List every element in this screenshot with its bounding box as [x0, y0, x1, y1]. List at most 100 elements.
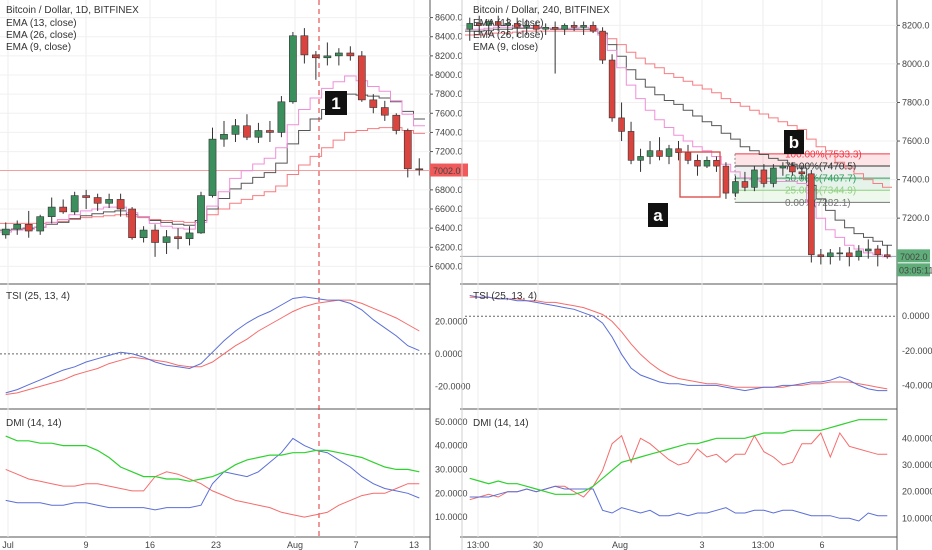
candle-body: [675, 148, 682, 153]
legend-entry: EMA (26, close): [473, 30, 544, 41]
candle-body: [243, 125, 251, 138]
candle-body: [855, 250, 863, 258]
candle-body: [466, 23, 473, 30]
candle-body: [570, 25, 578, 28]
candle-body: [808, 173, 815, 256]
dmi-tick-label: 50.0000: [435, 417, 468, 427]
candle-body: [346, 52, 355, 57]
candle-body: [599, 30, 606, 61]
ema9-series: [465, 26, 892, 258]
fib-level-label: 75.00%(7470.5): [785, 162, 856, 173]
price-tick-label: 8600.0: [435, 13, 463, 23]
candle-body: [865, 248, 872, 252]
price-tick-label: 8200.0: [435, 51, 463, 61]
time-tick-label: 23: [211, 540, 221, 550]
dmi-tick-label: 30.0000: [435, 464, 468, 474]
candle-body: [532, 25, 540, 30]
dmi-tick-label: 40.0000: [435, 441, 468, 451]
fib-zone: [735, 153, 890, 167]
dmi-plus-series: [469, 485, 888, 522]
candle-body: [836, 252, 844, 255]
dmi-tick-label: 10.0000: [435, 512, 468, 522]
tsi-tick-label: -20.0000: [435, 381, 471, 391]
dmi-tick-label: 30.0000: [902, 460, 932, 470]
fib-level-label: 100.00%(7533.3): [785, 149, 862, 160]
marker-box: [648, 203, 668, 227]
price-tick-label: 6400.0: [435, 223, 463, 233]
price-tick-label: 7600.0: [902, 136, 930, 146]
legend-entry: EMA (26, close): [6, 30, 77, 41]
marker-label: a: [653, 206, 663, 225]
candle-body: [627, 131, 635, 161]
time-tick-label: Jul: [2, 540, 14, 550]
candle-body: [59, 206, 68, 213]
tsi-signal-series: [5, 299, 420, 395]
time-tick-label: 3: [699, 540, 704, 550]
candle-body: [403, 130, 412, 170]
fib-level-label: 50.00%(7407.7): [785, 174, 856, 185]
ema9-series: [0, 75, 425, 233]
candle-body: [415, 168, 424, 171]
candle-body: [93, 197, 102, 204]
candle-body: [703, 160, 711, 167]
candle-body: [231, 125, 240, 135]
price-tick-label: 7200.0: [902, 213, 930, 223]
candle-body: [694, 160, 701, 167]
candle-body: [665, 148, 673, 157]
candle-body: [70, 195, 79, 213]
candle-body: [475, 23, 483, 26]
ema13-series: [0, 93, 425, 231]
time-tick-label: 6: [819, 540, 824, 550]
last-price-label: 7002.0: [433, 166, 461, 176]
time-tick-label: 13:00: [467, 540, 490, 550]
legend-entry: EMA (13, close): [473, 18, 544, 29]
last-price-badge: [430, 163, 468, 177]
price-tick-label: 7400.0: [902, 175, 930, 185]
candle-body: [789, 165, 796, 173]
candle-body: [551, 26, 559, 30]
candle-body: [589, 25, 597, 32]
fib-level-label: 0.00%(7282.1): [785, 198, 851, 209]
candle-body: [266, 130, 274, 133]
candle-body: [874, 248, 882, 256]
tsi-tick-label: 0.0000: [435, 349, 463, 359]
time-tick-label: 13: [409, 540, 419, 550]
chart-title: Bitcoin / Dollar, 1D, BITFINEX: [6, 5, 139, 16]
candle-body: [846, 252, 853, 258]
chart-1d: 8600.0 8400.0 8200.0 8000.0 7800.0 7600.0 7400…: [0, 0, 471, 550]
dmi-tick-label: 10.0000: [902, 513, 932, 523]
candle-body: [817, 254, 825, 258]
candle-body: [580, 25, 587, 28]
price-tick-label: 7200.0: [435, 147, 463, 157]
candle-body: [504, 23, 511, 26]
tsi-signal-series: [469, 296, 888, 390]
tsi-series: [5, 296, 420, 394]
dmi-tick-label: 40.0000: [902, 433, 932, 443]
ema26-series: [465, 30, 892, 188]
tsi-series: [469, 295, 888, 392]
dmi-minus-series: [5, 468, 420, 518]
dmi-plus-series: [5, 437, 420, 511]
candle-body: [116, 199, 125, 210]
candle-body: [732, 181, 739, 194]
candle-body: [513, 23, 521, 28]
price-tick-label: 7800.0: [435, 89, 463, 99]
candle-body: [369, 99, 378, 108]
time-tick-label: 16: [145, 540, 155, 550]
candle-body: [185, 232, 194, 239]
candle-body: [289, 35, 297, 103]
candle-body: [197, 195, 205, 234]
tsi-tick-label: -20.0000: [902, 346, 932, 356]
chart-title: Bitcoin / Dollar, 240, BITFINEX: [473, 5, 610, 16]
tsi-tick-label: 20.0000: [435, 316, 468, 326]
candle-body: [779, 165, 787, 169]
candle-body: [208, 138, 217, 196]
candle-body: [618, 117, 625, 132]
candle-body: [760, 169, 768, 184]
price-tick-label: 6200.0: [435, 242, 463, 252]
dmi-adx-series: [5, 435, 420, 482]
candle-body: [162, 236, 171, 243]
candle-body: [608, 59, 616, 119]
dmi-label: DMI (14, 14): [6, 418, 62, 429]
